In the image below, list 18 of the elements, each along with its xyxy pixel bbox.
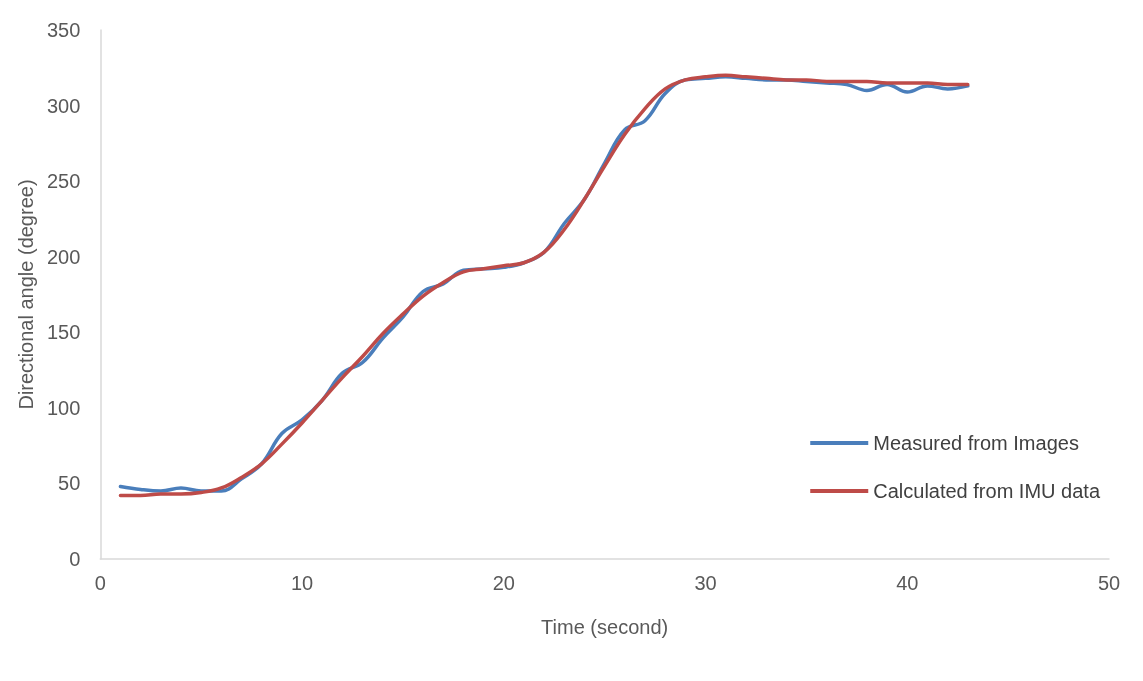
y-tick-label: 350 <box>46 19 81 41</box>
legend-label: Calculated from IMU data <box>873 480 1101 502</box>
y-tick-label: 250 <box>46 170 81 193</box>
y-tick-label: 300 <box>46 94 81 117</box>
x-tick-label: 0 <box>94 572 106 594</box>
y-tick-label: 50 <box>58 472 81 495</box>
y-tick-label: 0 <box>69 548 81 570</box>
legend-label: Measured from Images <box>873 432 1079 454</box>
x-tick-label: 50 <box>1097 572 1121 594</box>
x-tick-label: 10 <box>290 572 314 594</box>
x-axis-title: Time (second) <box>541 616 669 638</box>
y-tick-label: 100 <box>46 396 81 419</box>
y-tick-label: 150 <box>46 321 81 344</box>
x-tick-label: 30 <box>694 572 717 594</box>
x-tick-label: 20 <box>492 572 515 594</box>
y-tick-label: 200 <box>46 245 81 268</box>
x-tick-label: 40 <box>896 572 919 594</box>
y-axis-title: Directional angle (degree) <box>15 179 37 410</box>
